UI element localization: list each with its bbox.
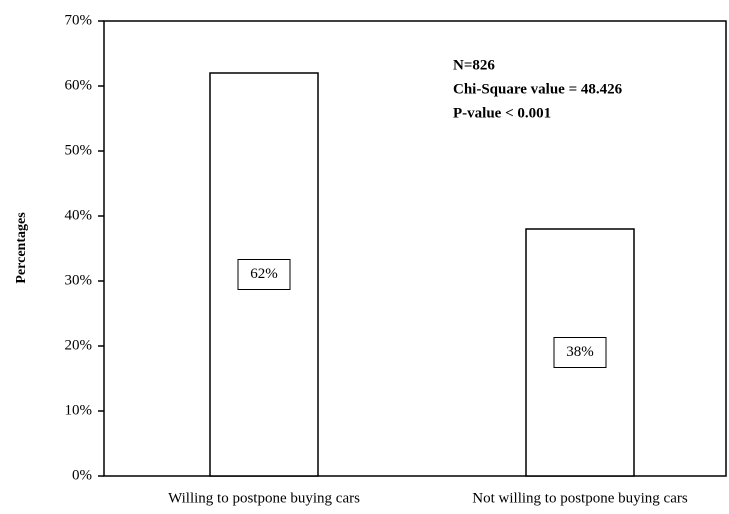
y-tick-label: 40% [65,207,93,223]
y-tick-label: 10% [65,402,93,418]
y-tick-label: 50% [65,142,93,158]
annotation: N=826 [453,57,495,73]
x-tick-label: Willing to postpone buying cars [168,490,360,506]
x-tick-label: Not willing to postpone buying cars [472,490,688,506]
annotation: P-value < 0.001 [453,105,551,121]
y-axis-label: Percentages [14,212,29,284]
y-tick-label: 0% [72,467,92,483]
value-label: 38% [566,344,594,360]
annotation: Chi-Square value = 48.426 [453,81,623,97]
plot-frame [103,20,727,477]
y-tick-label: 70% [65,12,93,28]
y-tick-label: 20% [65,337,93,353]
y-tick-label: 30% [65,272,93,288]
value-label: 62% [250,266,278,282]
y-tick-label: 60% [65,77,93,93]
value-label-box [237,259,291,290]
value-label-box [553,337,607,368]
